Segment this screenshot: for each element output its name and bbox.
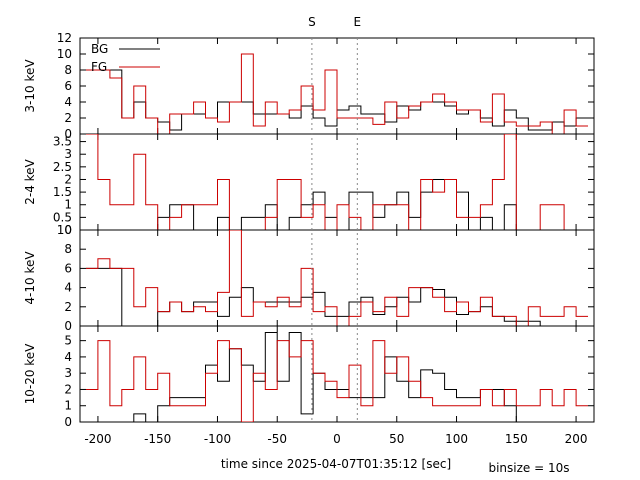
x-axis: -200 -150 -100 -50 0 50 100 150 200 [84, 432, 587, 446]
x-tick-label: -150 [144, 432, 171, 446]
x-tick-label: -200 [84, 432, 111, 446]
y-axis-label: 10-20 keV [23, 343, 37, 405]
x-tick-label: 200 [565, 432, 588, 446]
series-bg-line [86, 332, 577, 422]
binsize-note: binsize = 10s [488, 461, 569, 475]
marker-label-s: S [308, 15, 316, 29]
y-tick-label: 6 [64, 79, 72, 93]
series-fg-line [86, 134, 588, 230]
panel-frame [79, 325, 595, 423]
series-bg-line [86, 179, 577, 230]
y-tick-label: 0 [64, 415, 72, 429]
y-tick-label: 4 [64, 95, 72, 109]
y-tick-label: 2 [64, 382, 72, 396]
y-axis-label: 3-10 keV [23, 59, 37, 113]
y-tick-label: 0.5 [53, 210, 72, 224]
y-axis-label: 4-10 keV [23, 251, 37, 305]
y-tick-label: 4 [64, 281, 72, 295]
y-tick-label: 2.5 [53, 160, 72, 174]
y-tick-label: 1 [64, 399, 72, 413]
series-fg-line [86, 53, 588, 134]
panel-2: 0 2 4 6 8 10 4-10 keV [23, 223, 595, 333]
x-axis-label: time since 2025-04-07T01:35:12 [sec] [221, 457, 451, 471]
y-tick-label: 4 [64, 350, 72, 364]
y-axis-label: 2-4 keV [23, 158, 37, 204]
x-tick-label: -50 [267, 432, 287, 446]
y-tick-label: 8 [64, 242, 72, 256]
y-tick-label: 2 [64, 111, 72, 125]
series-fg-line [86, 340, 588, 422]
y-tick-label: 3 [64, 366, 72, 380]
series-fg-line [86, 230, 588, 326]
x-tick-label: 0 [333, 432, 341, 446]
panel-0: 0 2 4 6 8 10 12 3-10 keV BG FG [23, 31, 595, 141]
y-tick-label: 2 [64, 172, 72, 186]
y-tick-label: 8 [64, 63, 72, 77]
legend-label-bg: BG [91, 42, 108, 56]
marker-label-e: E [354, 15, 362, 29]
y-tick-label: 3.5 [53, 135, 72, 149]
y-tick-label: 3 [64, 147, 72, 161]
x-tick-label: -100 [204, 432, 231, 446]
y-tick-label: 10 [57, 47, 72, 61]
y-tick-label: 0 [64, 127, 72, 141]
y-tick-label: 5 [64, 334, 72, 348]
panel-1: 00.511.522.533.5 2-4 keV [23, 133, 595, 237]
y-tick-label: 10 [57, 223, 72, 237]
y-tick-label: 12 [57, 31, 72, 45]
y-tick-label: 0 [64, 319, 72, 333]
y-tick-label: 6 [64, 261, 72, 275]
panel-3: 0 1 2 3 4 5 10-20 keV [23, 325, 595, 429]
y-tick-label: 2 [64, 300, 72, 314]
x-tick-label: 50 [389, 432, 404, 446]
x-tick-label: 150 [505, 432, 528, 446]
y-tick-label: 1.5 [53, 185, 72, 199]
x-tick-label: 100 [445, 432, 468, 446]
legend: BG FG [91, 42, 160, 74]
legend-label-fg: FG [91, 60, 107, 74]
y-tick-label: 1 [64, 198, 72, 212]
y-tick-label: 0 [64, 223, 72, 237]
series-bg-line [86, 267, 577, 326]
